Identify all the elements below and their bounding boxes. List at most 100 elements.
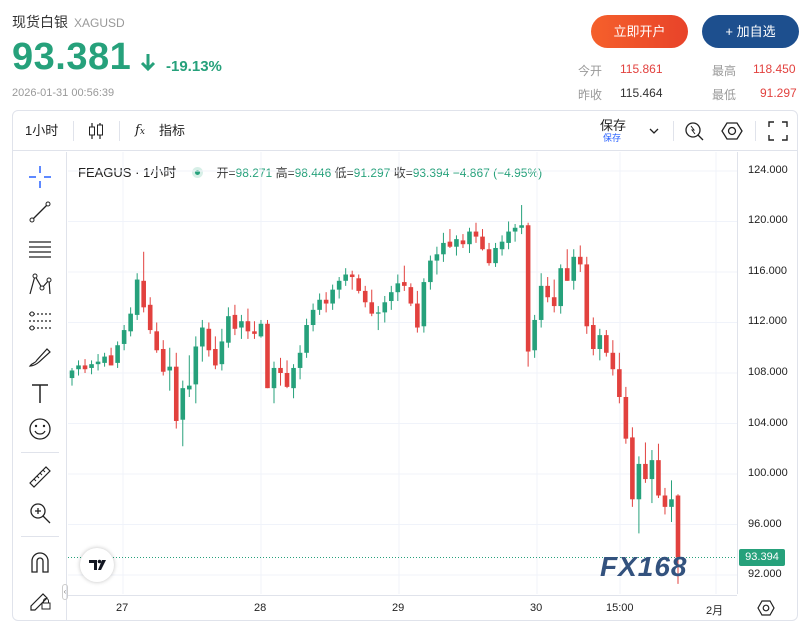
horizontal-lines-icon[interactable] bbox=[27, 236, 53, 262]
candle bbox=[284, 360, 290, 389]
candle bbox=[597, 328, 603, 361]
candle bbox=[323, 292, 329, 313]
interval-selector[interactable]: 1小时 bbox=[25, 123, 59, 138]
candle bbox=[473, 222, 479, 243]
candle bbox=[571, 249, 577, 290]
last-price: 93.381 bbox=[12, 36, 132, 78]
ruler-icon[interactable] bbox=[27, 464, 53, 490]
candle bbox=[467, 227, 472, 254]
brush-icon[interactable] bbox=[27, 344, 53, 370]
magnet-icon[interactable] bbox=[27, 550, 53, 576]
legend-change: −4.867 (−4.95%) bbox=[452, 166, 543, 180]
time-tick: 28 bbox=[254, 602, 267, 614]
zoom-in-icon[interactable] bbox=[27, 500, 53, 526]
fullscreen-icon[interactable] bbox=[768, 121, 788, 141]
candle bbox=[388, 285, 394, 310]
candlestick-plot[interactable] bbox=[68, 152, 737, 594]
trend-line-icon[interactable] bbox=[27, 199, 53, 225]
quick-search-icon[interactable] bbox=[683, 120, 705, 142]
candle bbox=[336, 277, 342, 299]
candle bbox=[656, 443, 661, 499]
instrument-title: 现货白银 XAGUSD bbox=[12, 12, 125, 32]
candle bbox=[232, 304, 238, 336]
price-tick: 120.000 bbox=[748, 214, 788, 227]
price-tick: 112.000 bbox=[748, 315, 787, 328]
candle bbox=[441, 232, 446, 262]
candle bbox=[82, 359, 88, 373]
candle bbox=[265, 319, 270, 389]
candle bbox=[95, 354, 101, 371]
text-icon[interactable] bbox=[27, 380, 53, 406]
axis-settings-icon[interactable] bbox=[757, 599, 775, 617]
time-axis[interactable]: 27 28 29 30 15:00 2月 bbox=[68, 595, 737, 620]
price-tick: 108.000 bbox=[748, 366, 788, 378]
candle bbox=[649, 450, 655, 504]
time-tick: 27 bbox=[116, 602, 129, 614]
fx-icon[interactable]: fx bbox=[135, 123, 145, 138]
candle bbox=[525, 222, 531, 367]
price-change-percent: -19.13% bbox=[166, 58, 222, 75]
candle bbox=[617, 352, 622, 404]
legend-open-label: 开= bbox=[216, 166, 236, 180]
candle bbox=[669, 480, 674, 523]
candle bbox=[408, 283, 414, 307]
candle bbox=[369, 289, 375, 317]
candle bbox=[434, 246, 440, 275]
measure-icon[interactable] bbox=[27, 308, 53, 334]
save-button[interactable]: 保存 bbox=[600, 118, 627, 133]
candle bbox=[134, 273, 140, 320]
candle bbox=[252, 321, 257, 339]
pattern-icon[interactable] bbox=[27, 272, 53, 298]
collapse-toolbar-handle[interactable]: ‹ bbox=[62, 584, 68, 600]
quote-timestamp: 2026-01-31 00:56:39 bbox=[12, 87, 115, 99]
crosshair-icon[interactable] bbox=[27, 164, 53, 190]
price-tick: 100.000 bbox=[748, 467, 788, 480]
candle bbox=[512, 223, 518, 242]
candle bbox=[447, 229, 453, 248]
candle bbox=[460, 234, 466, 248]
price-tick: 124.000 bbox=[748, 163, 788, 176]
emoji-icon[interactable] bbox=[27, 416, 53, 442]
candle bbox=[564, 249, 570, 281]
candle bbox=[239, 314, 244, 339]
settings-icon[interactable] bbox=[721, 120, 743, 142]
legend-symbol: FEAGUS · 1小时 bbox=[78, 165, 177, 180]
legend-close-label: 收= bbox=[393, 166, 413, 180]
candle bbox=[76, 360, 81, 376]
legend-high-label: 高= bbox=[275, 166, 295, 180]
price-axis[interactable]: 124.000 120.000 116.000 112.000 108.000 … bbox=[737, 152, 797, 594]
candle bbox=[545, 277, 550, 303]
candle bbox=[121, 325, 127, 351]
candle bbox=[643, 442, 648, 483]
status-dot-icon bbox=[191, 167, 203, 178]
candle bbox=[415, 290, 420, 333]
candle bbox=[519, 205, 524, 235]
candle bbox=[675, 494, 681, 584]
candle bbox=[226, 307, 231, 348]
indicators-button[interactable]: 指标 bbox=[159, 123, 186, 138]
arrow-down-icon bbox=[140, 54, 156, 72]
fx168-watermark: FX168 bbox=[600, 551, 688, 582]
candle bbox=[590, 317, 596, 356]
candle bbox=[128, 307, 133, 337]
high-label: 最高 bbox=[712, 64, 737, 78]
open-label: 今开 bbox=[578, 64, 603, 78]
tradingview-logo[interactable] bbox=[80, 548, 114, 582]
candle bbox=[271, 361, 277, 404]
candle bbox=[173, 352, 179, 429]
candle bbox=[160, 340, 166, 376]
lock-drawings-icon[interactable] bbox=[27, 586, 53, 612]
prev-close-value: 115.464 bbox=[620, 86, 663, 100]
candle bbox=[428, 255, 433, 290]
candle bbox=[278, 357, 283, 386]
candle-style-icon[interactable] bbox=[87, 122, 105, 140]
add-watchlist-button[interactable]: + 加自选 bbox=[702, 15, 799, 48]
chevron-down-icon[interactable] bbox=[649, 126, 659, 136]
price-tick: 96.000 bbox=[748, 517, 782, 530]
time-tick: 29 bbox=[392, 602, 405, 614]
candle bbox=[610, 340, 616, 376]
candle bbox=[349, 270, 355, 290]
open-account-button[interactable]: 立即开户 bbox=[591, 15, 688, 48]
candle bbox=[623, 386, 629, 444]
candle bbox=[577, 245, 583, 272]
